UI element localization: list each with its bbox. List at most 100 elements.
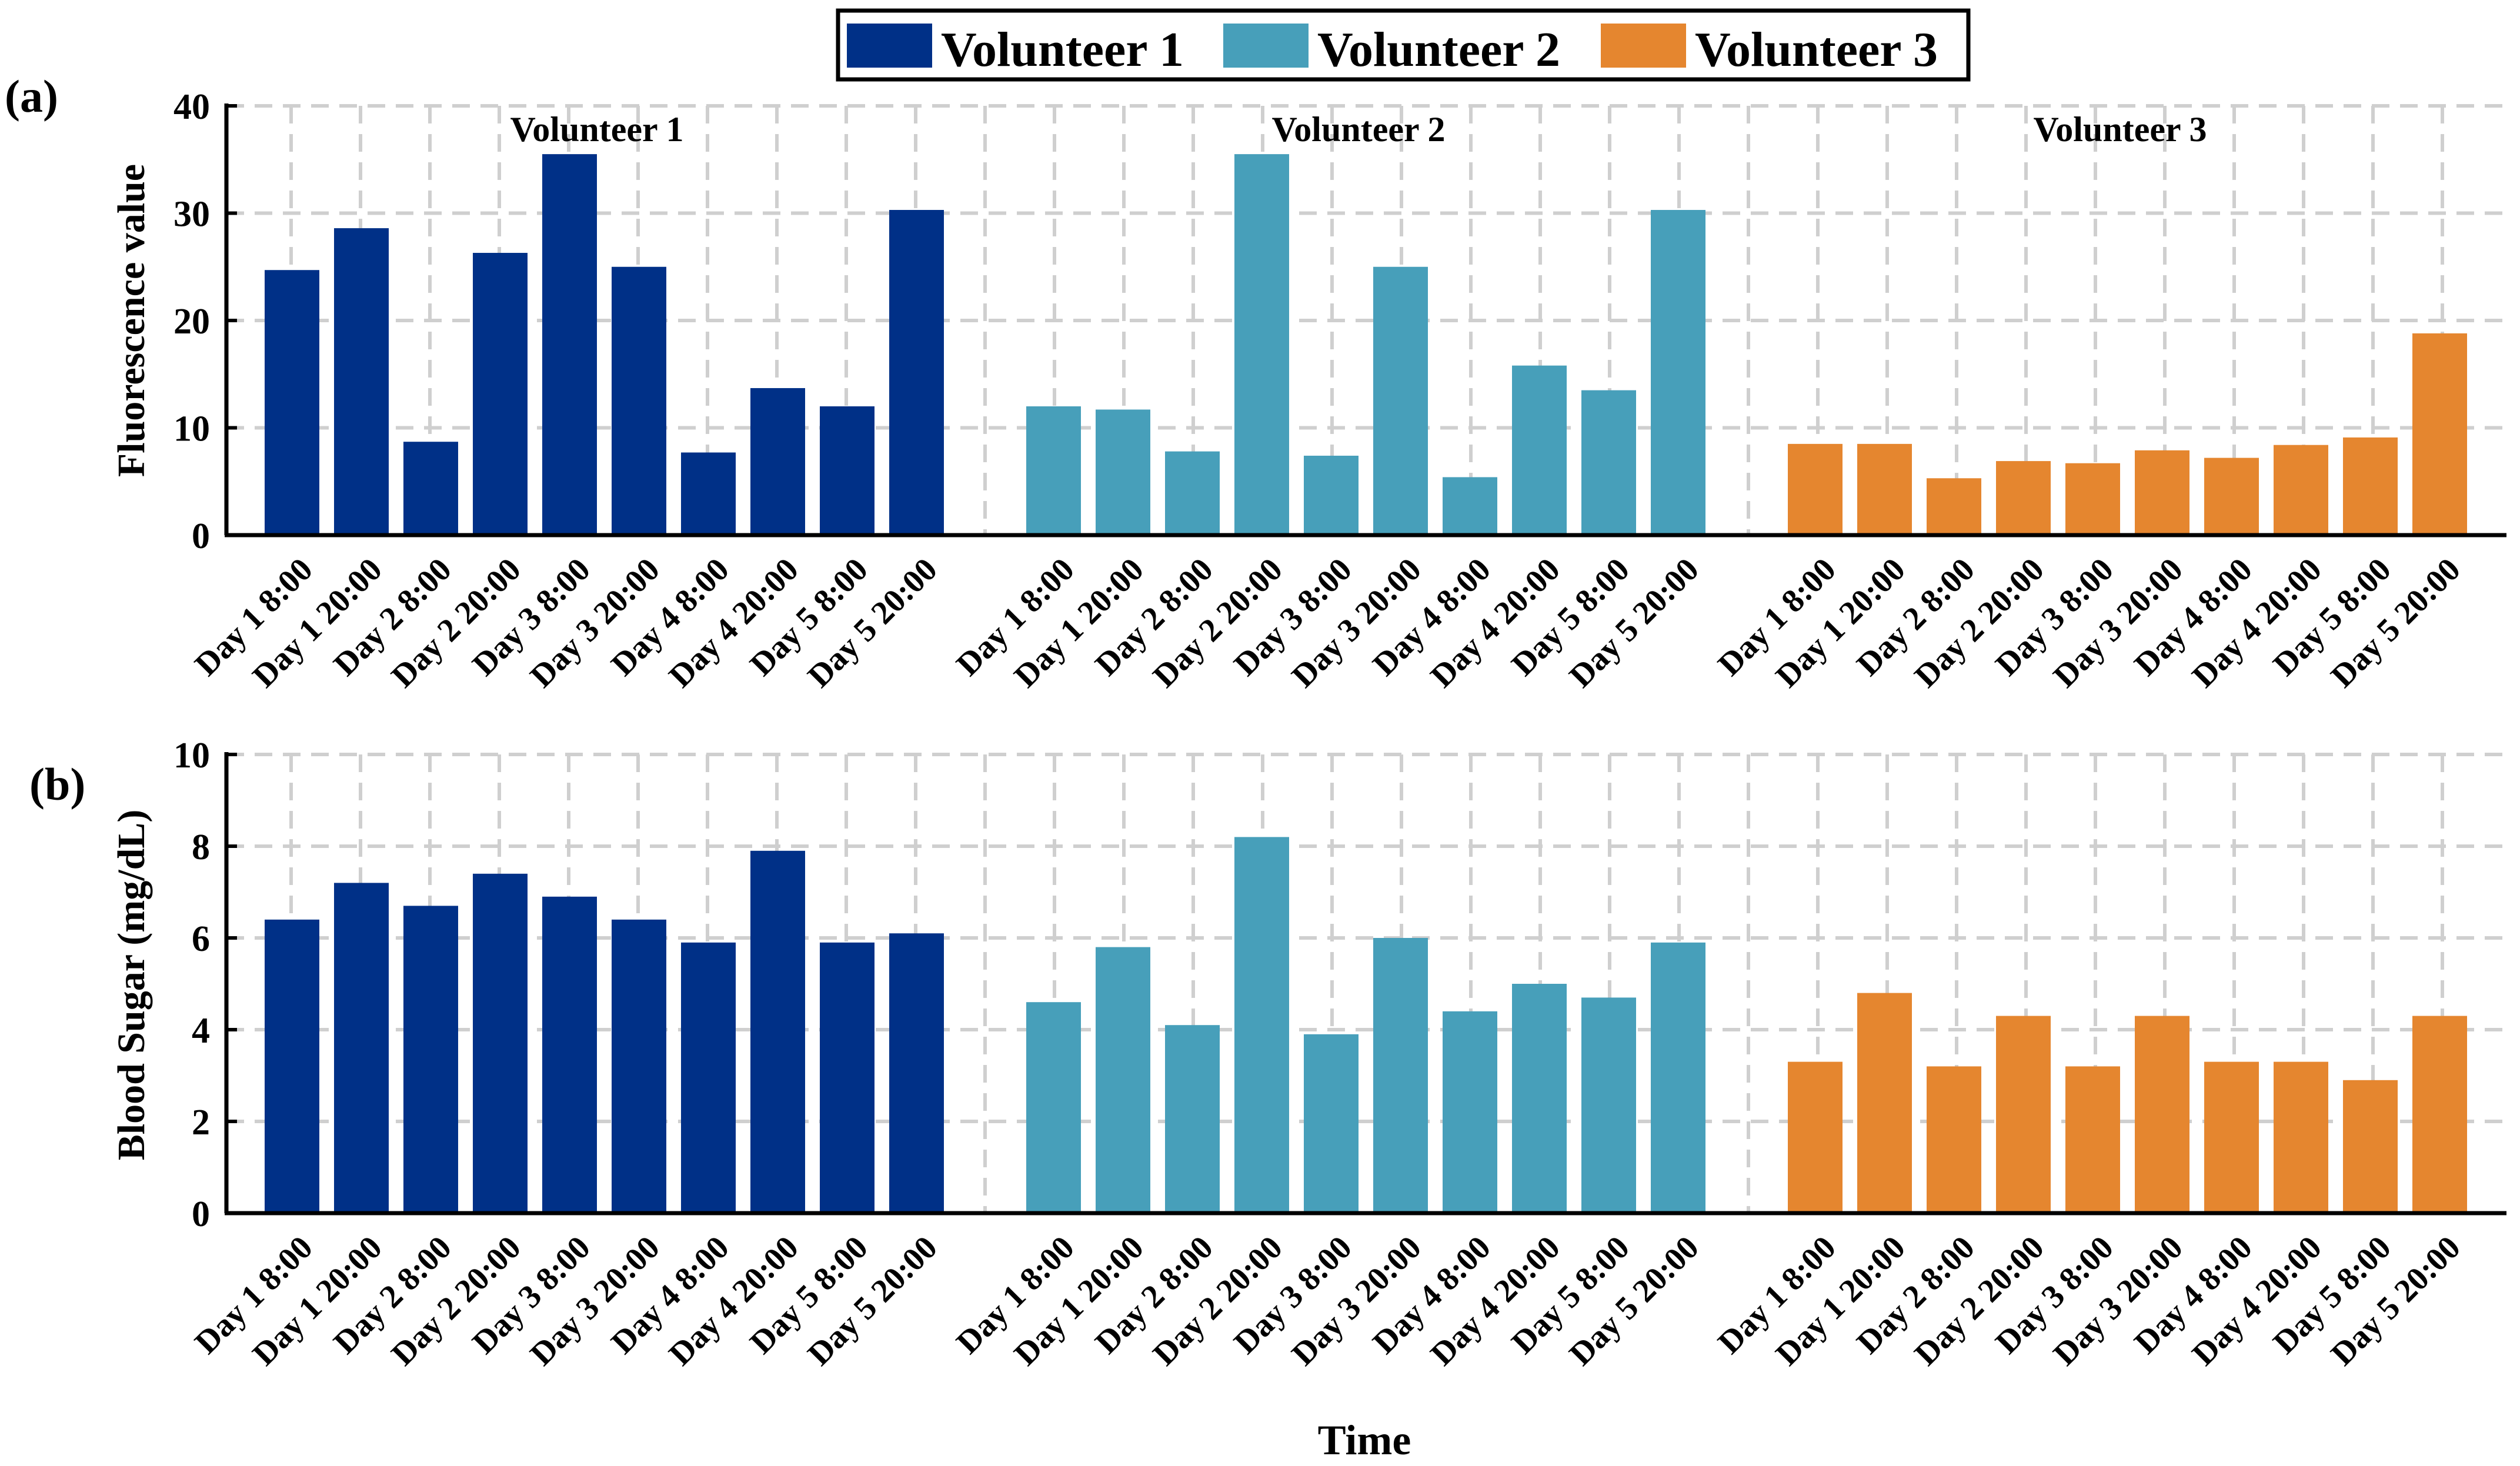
series-volunteer-3 — [1788, 333, 2467, 535]
bar-volunteer-2-day-5-20-00 — [1651, 942, 1705, 1213]
series-volunteer-1 — [265, 850, 944, 1213]
y-tick-label: 4 — [192, 1011, 210, 1051]
bar-volunteer-1-day-3-20-00 — [612, 266, 666, 535]
bars — [265, 154, 2467, 535]
bar-volunteer-1-day-4-20-00 — [750, 850, 805, 1213]
bar-volunteer-2-day-2-20-00 — [1234, 837, 1289, 1213]
bar-volunteer-2-day-4-8-00 — [1443, 477, 1497, 535]
bars — [265, 837, 2467, 1213]
bar-volunteer-1-day-4-8-00 — [681, 942, 736, 1213]
legend-swatch-volunteer-2 — [1223, 24, 1309, 68]
legend-label-volunteer-1: Volunteer 1 — [941, 22, 1184, 77]
bar-volunteer-2-day-4-20-00 — [1512, 365, 1567, 535]
y-tick-label: 10 — [173, 409, 210, 449]
bar-volunteer-2-day-1-8-00 — [1026, 406, 1081, 535]
bar-volunteer-3-day-4-20-00 — [2274, 445, 2328, 535]
y-tick-label: 2 — [192, 1103, 210, 1143]
bar-volunteer-3-day-3-20-00 — [2135, 1016, 2189, 1213]
bar-volunteer-2-day-1-20-00 — [1096, 409, 1150, 535]
series-volunteer-3 — [1788, 993, 2467, 1213]
legend-label-volunteer-2: Volunteer 2 — [1317, 22, 1560, 77]
bar-volunteer-3-day-5-20-00 — [2412, 333, 2467, 535]
bar-volunteer-3-day-4-8-00 — [2204, 458, 2259, 535]
bar-volunteer-2-day-5-8-00 — [1581, 997, 1636, 1213]
bar-volunteer-3-day-5-8-00 — [2343, 437, 2398, 535]
bar-volunteer-1-day-2-8-00 — [403, 442, 458, 535]
bar-volunteer-3-day-1-20-00 — [1857, 993, 1912, 1213]
x-axis-title: Time — [1318, 1417, 1411, 1464]
series-volunteer-1 — [265, 154, 944, 535]
bar-volunteer-2-day-5-20-00 — [1651, 210, 1705, 535]
bar-volunteer-3-day-2-8-00 — [1927, 1066, 1981, 1213]
bar-volunteer-2-day-2-8-00 — [1165, 1025, 1220, 1213]
subplot-title-volunteer-2: Volunteer 2 — [1271, 110, 1445, 149]
y-tick-label: 0 — [192, 516, 210, 556]
y-ticks: 0 10 20 30 40 — [173, 87, 237, 556]
y-tick-label: 10 — [173, 736, 210, 776]
bar-volunteer-2-day-2-20-00 — [1234, 154, 1289, 535]
bar-volunteer-1-day-3-20-00 — [612, 919, 666, 1213]
legend: Volunteer 1 Volunteer 2 Volunteer 3 — [836, 8, 1971, 82]
bar-volunteer-2-day-4-20-00 — [1512, 984, 1567, 1213]
y-tick-label: 0 — [192, 1194, 210, 1234]
bar-volunteer-3-day-3-8-00 — [2065, 463, 2120, 535]
bar-volunteer-3-day-3-8-00 — [2065, 1066, 2120, 1213]
bar-volunteer-2-day-1-8-00 — [1026, 1002, 1081, 1213]
panel-a: (a) Fluorescence value 0 10 20 30 40 Day 1 8:… — [5, 71, 2506, 694]
bar-volunteer-3-day-5-20-00 — [2412, 1016, 2467, 1213]
legend-label-volunteer-3: Volunteer 3 — [1695, 22, 1938, 77]
bar-volunteer-1-day-4-8-00 — [681, 452, 736, 535]
bar-volunteer-3-day-1-8-00 — [1788, 1061, 1843, 1213]
bar-volunteer-3-day-2-20-00 — [1996, 461, 2051, 535]
bar-volunteer-1-day-3-8-00 — [542, 896, 597, 1213]
bar-volunteer-2-day-3-20-00 — [1373, 938, 1428, 1213]
bar-volunteer-2-day-3-8-00 — [1304, 455, 1359, 535]
panel-a-label: (a) — [5, 71, 58, 122]
bar-volunteer-2-day-5-8-00 — [1581, 390, 1636, 535]
bar-volunteer-1-day-1-8-00 — [265, 270, 319, 535]
legend-swatch-volunteer-1 — [847, 24, 932, 68]
bar-volunteer-3-day-4-20-00 — [2274, 1061, 2328, 1213]
panel-b-y-axis-label: Blood Sugar (mg/dL) — [110, 810, 153, 1161]
bar-volunteer-1-day-5-20-00 — [889, 210, 944, 535]
bar-volunteer-1-day-3-8-00 — [542, 154, 597, 535]
bar-volunteer-2-day-3-8-00 — [1304, 1034, 1359, 1213]
y-tick-label: 6 — [192, 919, 210, 959]
bar-volunteer-3-day-2-20-00 — [1996, 1016, 2051, 1213]
bar-volunteer-1-day-2-20-00 — [473, 873, 528, 1213]
y-tick-label: 8 — [192, 827, 210, 867]
panel-b: (b) Blood Sugar (mg/dL) 0 2 4 6 8 10 Day 1 8:0… — [29, 736, 2506, 1373]
subplot-title-volunteer-1: Volunteer 1 — [510, 110, 683, 149]
bar-volunteer-1-day-2-8-00 — [403, 906, 458, 1213]
series-volunteer-2 — [1026, 837, 1705, 1213]
legend-frame — [836, 8, 1971, 82]
series-volunteer-2 — [1026, 154, 1705, 535]
bar-volunteer-2-day-4-8-00 — [1443, 1011, 1497, 1213]
bar-volunteer-2-day-2-8-00 — [1165, 451, 1220, 535]
bar-volunteer-1-day-5-20-00 — [889, 933, 944, 1213]
bar-volunteer-2-day-1-20-00 — [1096, 947, 1150, 1213]
bar-volunteer-1-day-1-8-00 — [265, 919, 319, 1213]
y-tick-label: 20 — [173, 302, 210, 342]
bar-volunteer-1-day-5-8-00 — [820, 406, 875, 535]
bar-volunteer-3-day-3-20-00 — [2135, 450, 2189, 535]
bar-volunteer-1-day-2-20-00 — [473, 253, 528, 535]
legend-swatch-volunteer-3 — [1601, 24, 1686, 68]
panel-b-label: (b) — [29, 759, 85, 810]
panel-a-y-axis-label: Fluorescence value — [110, 164, 153, 477]
y-tick-label: 40 — [173, 87, 210, 127]
bar-volunteer-3-day-4-8-00 — [2204, 1061, 2259, 1213]
bar-volunteer-1-day-1-20-00 — [334, 228, 389, 535]
bar-volunteer-1-day-5-8-00 — [820, 942, 875, 1213]
bar-volunteer-3-day-1-20-00 — [1857, 443, 1912, 535]
bar-volunteer-3-day-2-8-00 — [1927, 478, 1981, 535]
bar-volunteer-3-day-5-8-00 — [2343, 1080, 2398, 1213]
subplot-title-volunteer-3: Volunteer 3 — [2033, 110, 2207, 149]
bar-volunteer-3-day-1-8-00 — [1788, 443, 1843, 535]
y-ticks: 0 2 4 6 8 10 — [173, 736, 237, 1234]
bar-volunteer-2-day-3-20-00 — [1373, 266, 1428, 535]
y-tick-label: 30 — [173, 195, 210, 235]
bar-volunteer-1-day-1-20-00 — [334, 883, 389, 1213]
